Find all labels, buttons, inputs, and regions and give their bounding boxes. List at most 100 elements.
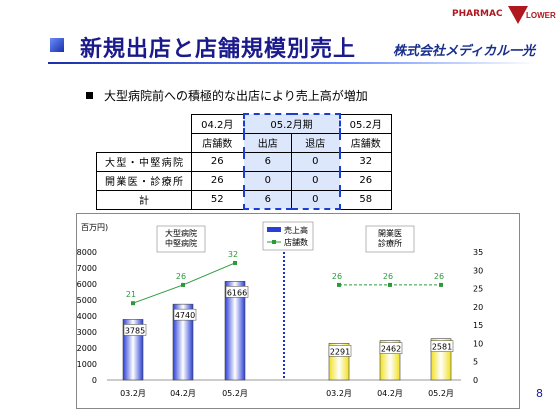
store-count-point xyxy=(388,282,392,287)
table-cell: 58 xyxy=(339,189,392,210)
table-cell: 0 xyxy=(291,170,341,191)
table-cell: 26 xyxy=(191,151,244,172)
table-cell: 32 xyxy=(339,151,392,172)
sales-data-label: 2291 xyxy=(330,347,350,356)
store-count-point xyxy=(337,282,341,287)
sales-bar xyxy=(224,281,246,381)
store-count-label: 21 xyxy=(126,290,136,299)
legend-sales-label: 売上高 xyxy=(284,225,308,235)
legend-stores-label: 店舗数 xyxy=(284,237,308,247)
group-label: 開業医 xyxy=(378,228,402,238)
legend-stores-marker xyxy=(272,240,276,244)
page-number: 8 xyxy=(536,387,543,400)
store-count-table: 04.2月 05.2月期 05.2月 店舗数 出店 退店 店舗数 大型・中堅病院… xyxy=(96,113,392,210)
y-left-tick-label: 4000 xyxy=(77,312,97,321)
table-cell: 52 xyxy=(191,189,244,210)
store-count-point xyxy=(181,282,185,287)
store-count-label: 26 xyxy=(176,272,186,281)
y-unit-label: 百万円) xyxy=(81,223,108,232)
subtitle-bullet-icon xyxy=(86,92,93,99)
group-label: 大型病院 xyxy=(165,228,197,238)
y-left-tick-label: 0 xyxy=(92,376,97,385)
y-right-tick-label: 15 xyxy=(473,321,483,330)
y-left-tick-label: 2000 xyxy=(77,344,97,353)
sales-bar xyxy=(172,303,194,381)
table-cell: 26 xyxy=(191,170,244,191)
sales-data-label: 3785 xyxy=(125,326,145,335)
store-count-label: 26 xyxy=(332,272,342,281)
store-count-label: 32 xyxy=(228,250,238,259)
table-corner-2 xyxy=(96,133,192,153)
sales-data-label: 2462 xyxy=(381,345,401,354)
x-tick-label: 03.2月 xyxy=(326,389,352,398)
y-right-tick-label: 20 xyxy=(473,303,483,312)
y-right-tick-label: 5 xyxy=(473,358,478,367)
table-row: 計 52 6 0 58 xyxy=(96,189,392,210)
logo-lower-text: LOWER xyxy=(526,11,556,20)
store-count-point xyxy=(131,301,135,306)
table-row: 大型・中堅病院 26 6 0 32 xyxy=(96,151,392,172)
y-left-tick-label: 7000 xyxy=(77,264,97,273)
x-tick-label: 05.2月 xyxy=(428,389,454,398)
group-label-box xyxy=(365,225,415,253)
y-right-tick-label: 10 xyxy=(473,339,483,348)
sales-data-label: 4740 xyxy=(175,311,195,320)
x-tick-label: 04.2月 xyxy=(377,389,403,398)
page-title: 新規出店と店舗規模別売上 xyxy=(80,37,357,62)
subheader-closed: 退店 xyxy=(291,132,341,153)
company-logo: 株式会社メディカル一光 xyxy=(393,44,536,59)
sales-label-box xyxy=(430,340,454,352)
table-cell: 26 xyxy=(339,170,392,191)
row-label-clinic: 開業医・診療所 xyxy=(96,170,192,191)
sales-label-box xyxy=(173,308,197,321)
y-left-tick-label: 3000 xyxy=(77,328,97,337)
title-underline xyxy=(48,62,538,64)
group-label: 中堅病院 xyxy=(165,238,197,248)
x-tick-label: 03.2月 xyxy=(120,389,146,398)
y-left-tick-label: 8000 xyxy=(77,248,97,257)
y-right-tick-label: 30 xyxy=(473,266,483,275)
y-right-tick-label: 35 xyxy=(473,248,483,257)
sales-label-box xyxy=(379,342,403,354)
table-cell: 6 xyxy=(242,151,292,172)
table-corner xyxy=(97,114,192,133)
col-header-0402: 04.2月 xyxy=(191,113,244,134)
subheader-opened: 出店 xyxy=(242,132,292,153)
table-row: 開業医・診療所 26 0 0 26 xyxy=(96,170,392,191)
table-cell: 0 xyxy=(291,189,341,210)
y-right-tick-label: 25 xyxy=(473,285,483,294)
table-cell: 0 xyxy=(291,151,341,172)
sales-store-chart: 百万円) 0 1000 2000 3000 4000 5000 6000 7000 8000 0 5 1… xyxy=(77,221,483,398)
sales-data-label: 2581 xyxy=(432,343,452,352)
y-right-tick-label: 0 xyxy=(473,376,478,385)
title-bullet-icon xyxy=(50,38,64,52)
logo-flower-icon: LOWER xyxy=(508,6,556,24)
group-label-box xyxy=(156,225,206,253)
row-label-large: 大型・中堅病院 xyxy=(96,151,192,172)
legend-box xyxy=(262,221,314,251)
sales-label-box xyxy=(328,345,352,357)
table-cell: 6 xyxy=(242,189,292,210)
y-left-tick-label: 6000 xyxy=(77,280,97,289)
subtitle: 大型病院前への積極的な出店により売上高が増加 xyxy=(104,89,368,103)
subheader-store-count-2: 店舗数 xyxy=(339,132,392,153)
legend-sales-swatch xyxy=(267,227,281,232)
col-header-0502-period: 05.2月期 xyxy=(242,113,341,134)
sales-data-label: 6166 xyxy=(227,288,247,297)
y-left-tick-label: 5000 xyxy=(77,296,97,305)
subheader-store-count: 店舗数 xyxy=(191,132,244,153)
group-label: 診療所 xyxy=(378,238,402,248)
store-count-label: 26 xyxy=(383,272,393,281)
store-count-label: 26 xyxy=(434,272,444,281)
sales-label-box xyxy=(123,324,147,336)
x-tick-label: 04.2月 xyxy=(170,389,196,398)
logo-pharmac-text: PHARMAC xyxy=(452,9,503,19)
x-tick-label: 05.2月 xyxy=(222,389,248,398)
chart-frame: 百万円) 0 1000 2000 3000 4000 5000 6000 7000 8000 0 5 1… xyxy=(76,213,520,409)
col-header-0502: 05.2月 xyxy=(339,113,392,134)
table-cell: 0 xyxy=(242,170,292,191)
row-label-total: 計 xyxy=(96,189,192,210)
store-count-point xyxy=(233,260,237,265)
store-count-point xyxy=(439,282,443,287)
y-left-tick-label: 1000 xyxy=(77,360,97,369)
